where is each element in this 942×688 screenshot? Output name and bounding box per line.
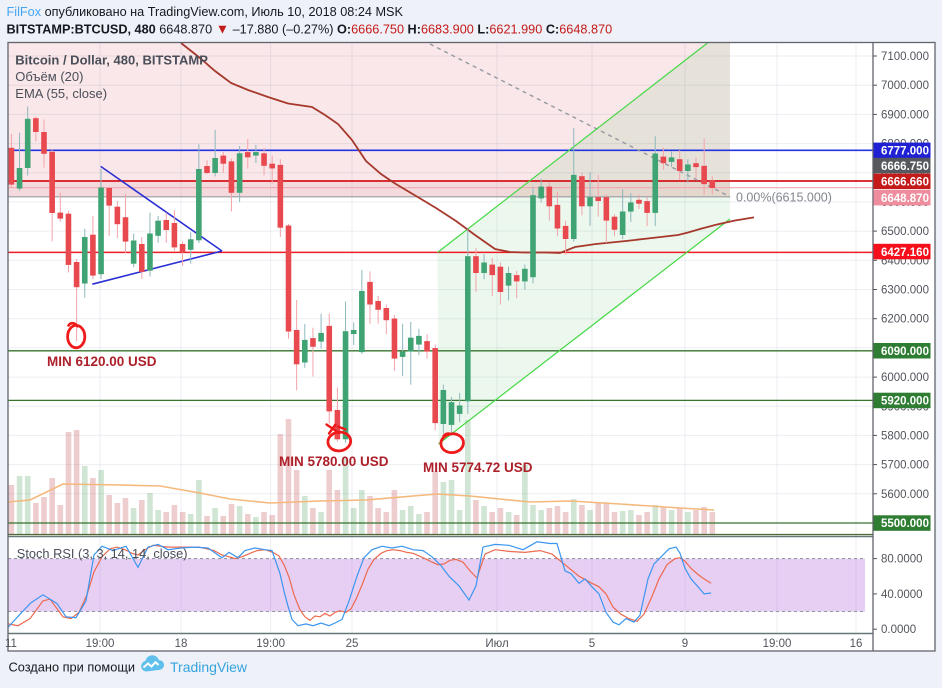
svg-text:7000.000: 7000.000 <box>881 80 929 92</box>
svg-text:7100.000: 7100.000 <box>881 51 929 63</box>
svg-text:9: 9 <box>682 638 688 650</box>
svg-text:Bitcoin / Dollar, 480, BITSTAM: Bitcoin / Dollar, 480, BITSTAMP <box>15 53 208 68</box>
svg-text:18: 18 <box>175 638 188 650</box>
svg-text:80.0000: 80.0000 <box>881 554 923 566</box>
svg-text:6300.000: 6300.000 <box>881 285 929 297</box>
svg-text:BITSTAMP:BTCUSD, 480 6648.870: BITSTAMP:BTCUSD, 480 6648.870 ▼ –17.880 … <box>7 22 613 37</box>
svg-text:EMA (55, close): EMA (55, close) <box>15 86 107 101</box>
svg-text:5700.000: 5700.000 <box>881 460 929 472</box>
svg-text:Июл: Июл <box>485 638 508 650</box>
svg-text:5920.000: 5920.000 <box>881 396 929 408</box>
svg-text:6648.870: 6648.870 <box>881 193 929 205</box>
svg-text:6090.000: 6090.000 <box>881 346 929 358</box>
svg-text:5800.000: 5800.000 <box>881 430 929 442</box>
svg-text:MIN 6120.00 USD: MIN 6120.00 USD <box>47 354 157 369</box>
svg-text:5: 5 <box>589 638 595 650</box>
svg-text:19:00: 19:00 <box>763 638 792 650</box>
svg-text:11: 11 <box>5 638 17 650</box>
svg-text:5500.000: 5500.000 <box>881 518 929 530</box>
svg-text:19:00: 19:00 <box>86 638 115 650</box>
svg-text:Stoch RSI (3, 3, 14, 14, close: Stoch RSI (3, 3, 14, 14, close) <box>17 546 188 561</box>
svg-text:MIN 5774.72 USD: MIN 5774.72 USD <box>423 460 533 475</box>
svg-text:40.0000: 40.0000 <box>881 589 923 601</box>
svg-text:6500.000: 6500.000 <box>881 226 929 238</box>
svg-text:0.00%(6615.000): 0.00%(6615.000) <box>736 191 832 205</box>
svg-text:0.0000: 0.0000 <box>881 624 916 636</box>
svg-text:25: 25 <box>346 638 359 650</box>
svg-text:6000.000: 6000.000 <box>881 372 929 384</box>
svg-text:MIN 5780.00 USD: MIN 5780.00 USD <box>279 454 389 469</box>
svg-text:6200.000: 6200.000 <box>881 314 929 326</box>
svg-text:TradingView: TradingView <box>170 659 248 675</box>
svg-text:FilFox опубликовано на Trading: FilFox опубликовано на TradingView.com, … <box>7 5 404 19</box>
svg-text:16: 16 <box>850 638 863 650</box>
svg-text:6666.660: 6666.660 <box>881 177 929 189</box>
svg-text:5600.000: 5600.000 <box>881 489 929 501</box>
svg-text:Объём (20): Объём (20) <box>15 69 83 84</box>
svg-text:Создано при помощи: Создано при помощи <box>9 660 136 675</box>
svg-text:19:00: 19:00 <box>256 638 285 650</box>
svg-text:6666.750: 6666.750 <box>881 161 929 173</box>
svg-text:6900.000: 6900.000 <box>881 109 929 121</box>
svg-text:6777.000: 6777.000 <box>881 146 929 158</box>
svg-text:6427.160: 6427.160 <box>881 247 929 259</box>
